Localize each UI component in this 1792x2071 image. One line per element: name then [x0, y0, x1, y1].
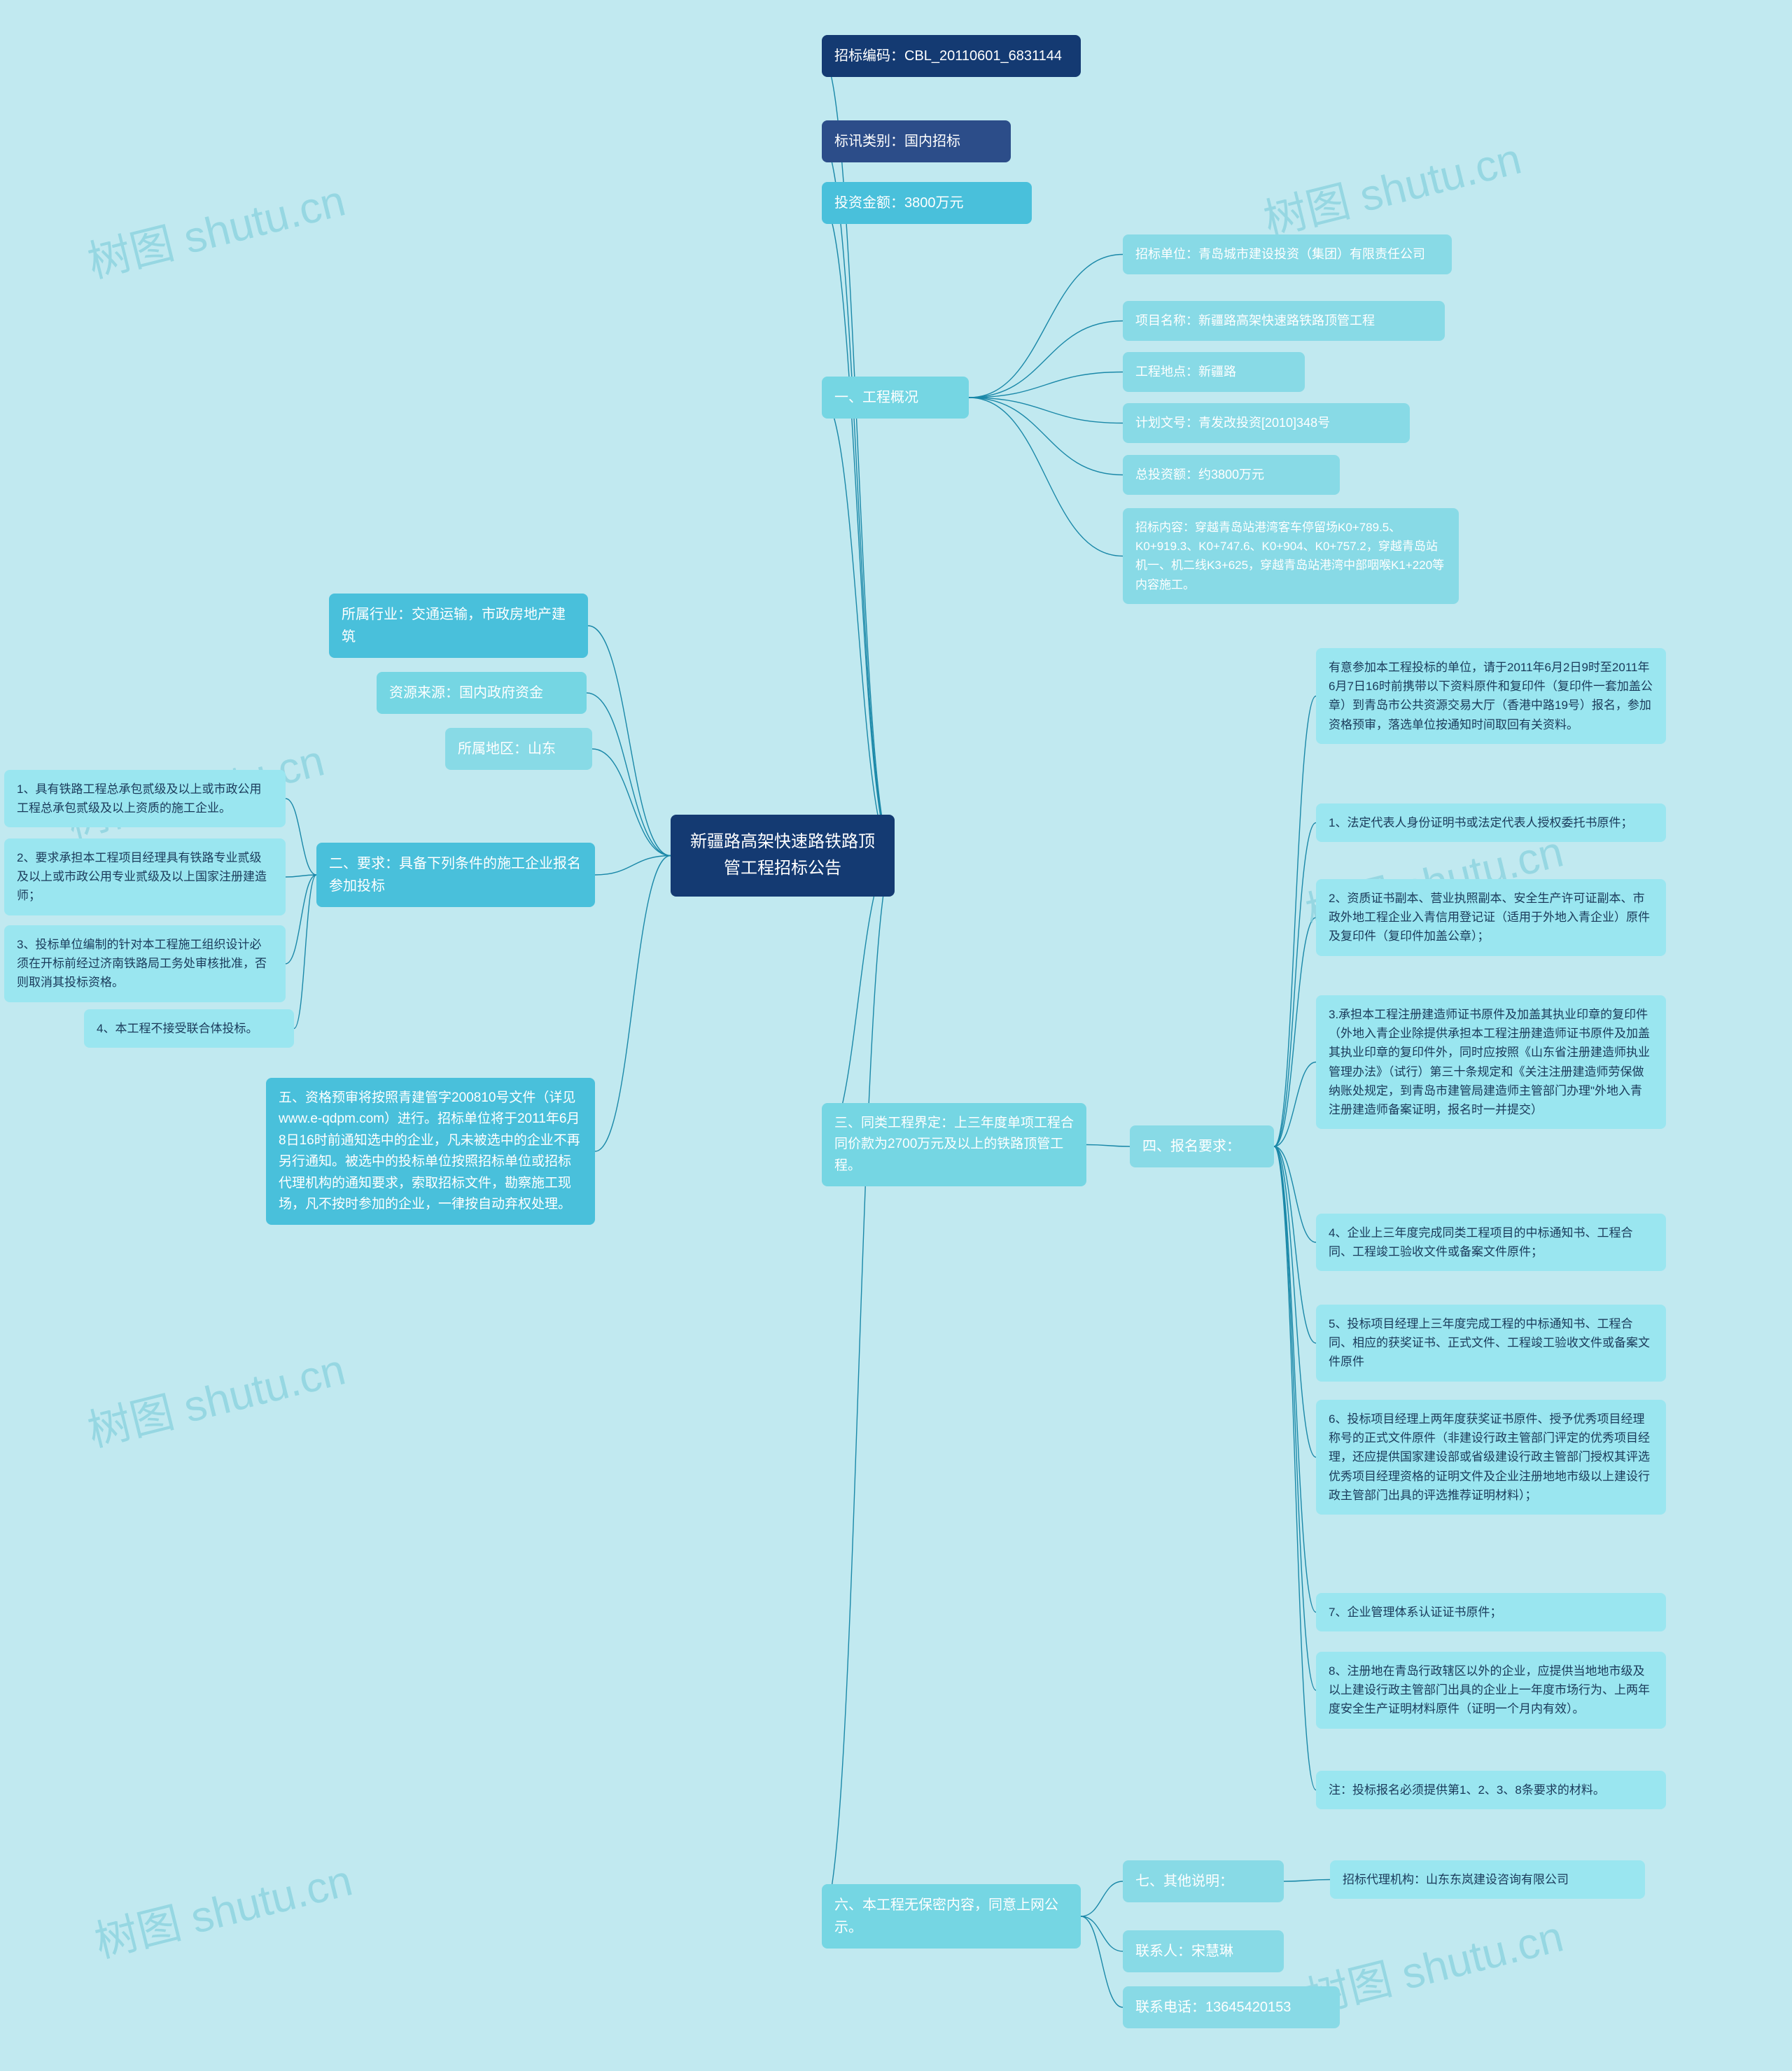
center-line1: 新疆路高架快速路铁路顶	[689, 829, 876, 855]
watermark: 树图 shutu.cn	[80, 1334, 351, 1459]
funding-node[interactable]: 资源来源：国内政府资金	[377, 672, 587, 714]
agency-node[interactable]: 招标代理机构：山东东岚建设咨询有限公司	[1330, 1860, 1645, 1899]
s4-6-node[interactable]: 6、投标项目经理上两年度获奖证书原件、授予优秀项目经理称号的正式文件原件（非建设…	[1316, 1400, 1666, 1515]
bid-content-node[interactable]: 招标内容：穿越青岛站港湾客车停留场K0+789.5、K0+919.3、K0+74…	[1123, 508, 1459, 604]
s4-2-node[interactable]: 2、资质证书副本、营业执照副本、安全生产许可证副本、市政外地工程企业入青信用登记…	[1316, 879, 1666, 956]
watermark: 树图 shutu.cn	[80, 165, 351, 290]
plan-doc-node[interactable]: 计划文号：青发改投资[2010]348号	[1123, 403, 1410, 443]
s4-8-node[interactable]: 8、注册地在青岛行政辖区以外的企业，应提供当地地市级及以上建设行政主管部门出具的…	[1316, 1652, 1666, 1729]
section7-node[interactable]: 七、其他说明：	[1123, 1860, 1284, 1902]
s4-note-node[interactable]: 注：投标报名必须提供第1、2、3、8条要求的材料。	[1316, 1771, 1666, 1809]
s4-1-node[interactable]: 1、法定代表人身份证明书或法定代表人授权委托书原件；	[1316, 803, 1666, 842]
s4-7-node[interactable]: 7、企业管理体系认证证书原件；	[1316, 1593, 1666, 1631]
req-2-node[interactable]: 2、要求承担本工程项目经理具有铁路专业贰级及以上或市政公用专业贰级及以上国家注册…	[4, 838, 286, 915]
project-overview-node[interactable]: 一、工程概况	[822, 377, 969, 419]
s4-intro-node[interactable]: 有意参加本工程投标的单位，请于2011年6月2日9时至2011年6月7日16时前…	[1316, 648, 1666, 744]
owner-node[interactable]: 招标单位：青岛城市建设投资（集团）有限责任公司	[1123, 234, 1452, 274]
watermark: 树图 shutu.cn	[88, 1845, 358, 1970]
contact-phone-node[interactable]: 联系电话：13645420153	[1123, 1986, 1340, 2028]
industry-node[interactable]: 所属行业：交通运输，市政房地产建筑	[329, 594, 588, 658]
req-4-node[interactable]: 4、本工程不接受联合体投标。	[84, 1009, 294, 1048]
bid-category-node[interactable]: 标讯类别：国内招标	[822, 120, 1011, 162]
total-investment-node[interactable]: 总投资额：约3800万元	[1123, 455, 1340, 495]
watermark: 树图 shutu.cn	[1256, 123, 1527, 248]
site-node[interactable]: 工程地点：新疆路	[1123, 352, 1305, 392]
project-name-node[interactable]: 项目名称：新疆路高架快速路铁路顶管工程	[1123, 301, 1445, 341]
req-3-node[interactable]: 3、投标单位编制的针对本工程施工组织设计必须在开标前经过济南铁路局工务处审核批准…	[4, 925, 286, 1002]
investment-node[interactable]: 投资金额：3800万元	[822, 182, 1032, 224]
s4-4-node[interactable]: 4、企业上三年度完成同类工程项目的中标通知书、工程合同、工程竣工验收文件或备案文…	[1316, 1214, 1666, 1271]
section5-node[interactable]: 五、资格预审将按照青建管字200810号文件（详见www.e-qdpm.com）…	[266, 1078, 595, 1225]
s4-5-node[interactable]: 5、投标项目经理上三年度完成工程的中标通知书、工程合同、相应的获奖证书、正式文件…	[1316, 1305, 1666, 1382]
region-node[interactable]: 所属地区：山东	[445, 728, 592, 770]
bid-code-node[interactable]: 招标编码：CBL_20110601_6831144	[822, 35, 1081, 77]
center-node[interactable]: 新疆路高架快速路铁路顶 管工程招标公告	[671, 815, 895, 897]
requirements-node[interactable]: 二、要求：具备下列条件的施工企业报名参加投标	[316, 843, 595, 907]
section4-node[interactable]: 四、报名要求：	[1130, 1125, 1274, 1167]
s4-3-node[interactable]: 3.承担本工程注册建造师证书原件及加盖其执业印章的复印件（外地入青企业除提供承担…	[1316, 995, 1666, 1129]
section6-node[interactable]: 六、本工程无保密内容，同意上网公示。	[822, 1884, 1081, 1949]
section3-node[interactable]: 三、同类工程界定：上三年度单项工程合同价款为2700万元及以上的铁路顶管工程。	[822, 1103, 1086, 1186]
contact-person-node[interactable]: 联系人：宋慧琳	[1123, 1930, 1284, 1972]
req-1-node[interactable]: 1、具有铁路工程总承包贰级及以上或市政公用工程总承包贰级及以上资质的施工企业。	[4, 770, 286, 827]
center-line2: 管工程招标公告	[689, 855, 876, 882]
